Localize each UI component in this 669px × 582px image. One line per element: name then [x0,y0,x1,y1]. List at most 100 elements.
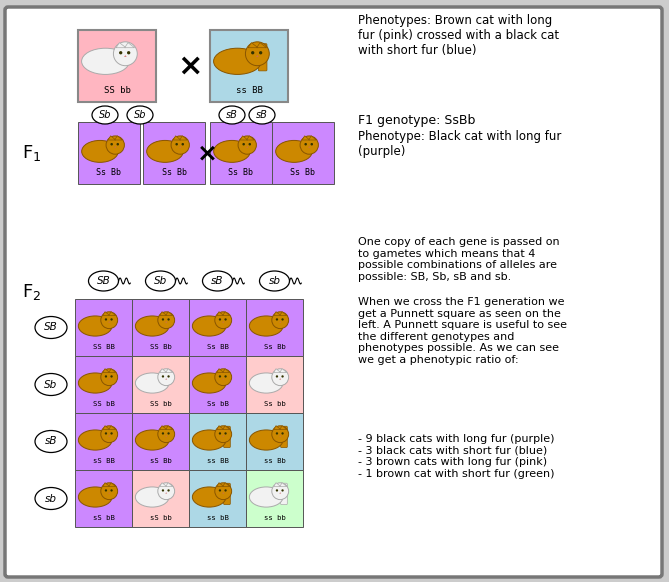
Bar [132,299,189,356]
Text: SB: SB [44,322,58,332]
Circle shape [105,489,107,492]
Circle shape [162,318,164,321]
Polygon shape [179,146,181,148]
Text: sB: sB [211,276,223,286]
Ellipse shape [78,430,112,450]
Circle shape [224,375,227,378]
Ellipse shape [213,48,262,74]
Polygon shape [165,321,167,322]
Circle shape [300,136,318,154]
Polygon shape [280,425,287,430]
Text: - 9 black cats with long fur (purple)
- 3 black cats with short fur (blue)
- 3 b: - 9 black cats with long fur (purple) - … [358,434,555,479]
Text: Ss Bb: Ss Bb [264,344,286,350]
Polygon shape [256,55,259,57]
Circle shape [219,375,221,378]
Polygon shape [124,55,126,57]
Bar [189,356,246,413]
Polygon shape [109,425,116,430]
Polygon shape [246,146,248,148]
Circle shape [282,318,284,321]
Circle shape [282,375,284,378]
Ellipse shape [193,487,226,507]
Ellipse shape [78,373,112,393]
Polygon shape [124,42,134,48]
Text: ss BB: ss BB [207,457,228,464]
Polygon shape [280,482,287,487]
Text: One copy of each gene is passed on
to gametes which means that 4
possible combin: One copy of each gene is passed on to ga… [358,237,560,282]
Ellipse shape [35,317,67,339]
Circle shape [116,143,119,146]
Circle shape [215,369,231,386]
Polygon shape [165,492,167,494]
Circle shape [282,489,284,492]
Circle shape [238,136,256,154]
Polygon shape [217,425,223,430]
Bar [132,413,189,470]
Polygon shape [166,312,173,315]
Polygon shape [222,378,224,379]
Polygon shape [160,425,167,430]
Text: SS Bb: SS Bb [150,344,171,350]
Circle shape [276,489,278,492]
Ellipse shape [92,106,118,124]
Bar [189,470,246,527]
Circle shape [171,136,189,154]
Circle shape [224,489,227,492]
Circle shape [246,42,270,66]
Text: Phenotype: Black cat with long fur
(purple): Phenotype: Black cat with long fur (purp… [358,130,561,158]
Circle shape [105,318,107,321]
Circle shape [105,432,107,435]
Circle shape [272,426,288,443]
Ellipse shape [276,140,312,162]
Bar [78,30,156,102]
Ellipse shape [35,488,67,509]
Text: Ss BB: Ss BB [207,344,228,350]
Polygon shape [279,492,281,494]
Polygon shape [109,482,116,487]
Bar [246,413,303,470]
Text: F$_1$: F$_1$ [22,143,41,163]
Ellipse shape [82,48,129,74]
Circle shape [101,312,118,329]
Circle shape [167,432,170,435]
Text: SS BB: SS BB [92,344,114,350]
Text: ss bB: ss bB [207,514,228,521]
Text: sB: sB [45,436,58,446]
Text: ss bb: ss bb [264,514,286,521]
Circle shape [110,318,113,321]
Ellipse shape [35,374,67,396]
Bar [75,356,132,413]
Text: ×: × [177,51,203,80]
Ellipse shape [193,373,226,393]
Text: Ss Bb: Ss Bb [96,168,122,177]
Polygon shape [223,482,229,487]
Ellipse shape [78,487,112,507]
Polygon shape [160,312,167,315]
Circle shape [276,318,278,321]
Circle shape [158,312,175,329]
Polygon shape [274,482,281,487]
Ellipse shape [78,316,112,336]
Circle shape [272,312,288,329]
Polygon shape [248,42,258,48]
Polygon shape [166,368,173,372]
Polygon shape [223,312,229,315]
Circle shape [106,136,124,154]
Polygon shape [180,136,187,140]
Circle shape [101,369,118,386]
Polygon shape [160,368,167,372]
Polygon shape [109,312,116,315]
Text: ss Bb: ss Bb [264,457,286,464]
Polygon shape [109,368,116,372]
Circle shape [215,312,231,329]
Polygon shape [247,136,254,140]
Text: ×: × [197,141,217,165]
Text: SS bb: SS bb [104,86,130,95]
Ellipse shape [250,316,283,336]
FancyBboxPatch shape [223,483,230,505]
Polygon shape [166,482,173,487]
Polygon shape [274,425,281,430]
Circle shape [276,432,278,435]
Circle shape [127,51,130,54]
Polygon shape [102,312,110,315]
